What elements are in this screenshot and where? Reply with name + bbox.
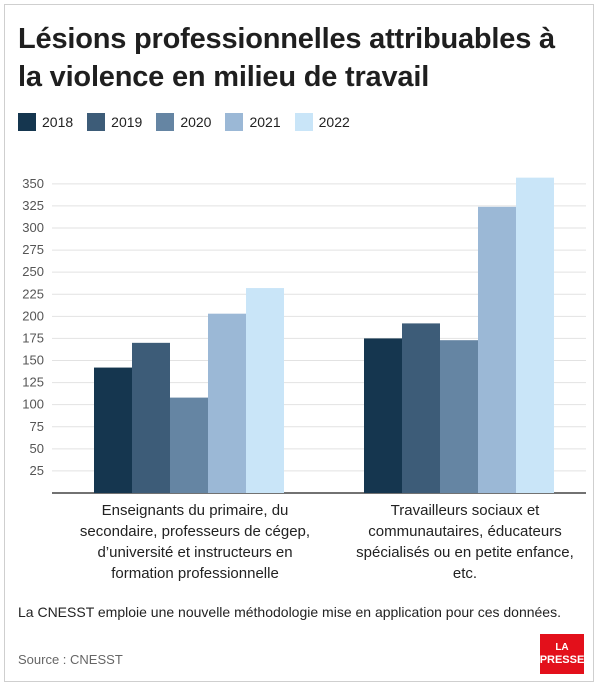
category-label-line: spécialisés ou en petite enfance, [356,544,574,561]
y-tick-label: 200 [22,308,44,323]
legend-swatch-2020 [156,113,175,131]
methodology-note: La CNESST emploie une nouvelle méthodolo… [18,604,561,620]
category-label-line: d’université et instructeurs en [97,544,293,561]
bar-2018-group-2 [364,338,402,493]
legend-item-2021: 2021 [225,113,281,131]
bar-2018-group-1 [94,367,132,493]
legend-swatch-2021 [225,113,244,131]
source-credit: Source : CNESST [18,652,123,667]
category-label-line: etc. [452,565,478,582]
category-label-line: Enseignants du primaire, du [101,502,289,519]
legend-item-2018: 2018 [18,113,73,131]
category-label-line: formation professionnelle [111,565,279,582]
bar-2020-group-1 [170,397,208,493]
y-tick-label: 25 [30,463,44,478]
y-tick-label: 75 [30,419,44,434]
bar-2019-group-2 [402,323,440,493]
y-tick-label: 225 [22,286,44,301]
chart-title: Lésions professionnelles attribuables à … [18,23,555,93]
y-tick-label: 175 [22,330,44,345]
logo-line-1: LA [555,642,569,653]
logo-line-2: PRESSE [539,654,585,666]
legend: 2018 2019 2020 2021 2022 [18,113,364,131]
la-presse-logo: LA PRESSE [540,634,584,674]
y-tick-label: 300 [22,220,44,235]
category-label-line: communautaires, éducateurs [368,523,562,540]
category-label-line: secondaire, professeurs de cégep, [79,523,311,540]
legend-swatch-2022 [294,113,313,131]
y-tick-label: 250 [22,264,44,279]
bar-2021-group-2 [478,206,516,494]
legend-swatch-2019 [87,113,106,131]
legend-label-2019: 2019 [111,114,143,130]
legend-item-2020: 2020 [156,113,211,131]
legend-swatch-2018 [18,113,36,131]
bar-2019-group-1 [132,342,170,493]
category-label-social-workers: Travailleurs sociaux et communautaires, … [335,500,595,584]
category-label-teachers: Enseignants du primaire, du secondaire, … [70,500,320,584]
legend-label-2018: 2018 [42,114,74,130]
y-tick-label: 125 [22,375,44,390]
legend-label-2022: 2022 [318,114,350,130]
bar-2021-group-1 [208,313,246,493]
bar-2020-group-2 [440,340,478,493]
bar-2022-group-1 [246,288,284,493]
y-tick-label: 50 [30,441,44,456]
legend-label-2020: 2020 [180,114,212,130]
y-tick-label: 150 [22,353,44,368]
y-tick-label: 350 [22,176,44,191]
category-label-line: Travailleurs sociaux et [390,502,540,519]
y-tick-label: 275 [22,242,44,257]
y-tick-label: 325 [22,198,44,213]
legend-item-2019: 2019 [87,113,142,131]
legend-item-2022: 2022 [294,113,350,131]
y-tick-label: 100 [22,397,44,412]
legend-label-2021: 2021 [249,114,281,130]
bar-2022-group-2 [516,177,554,493]
